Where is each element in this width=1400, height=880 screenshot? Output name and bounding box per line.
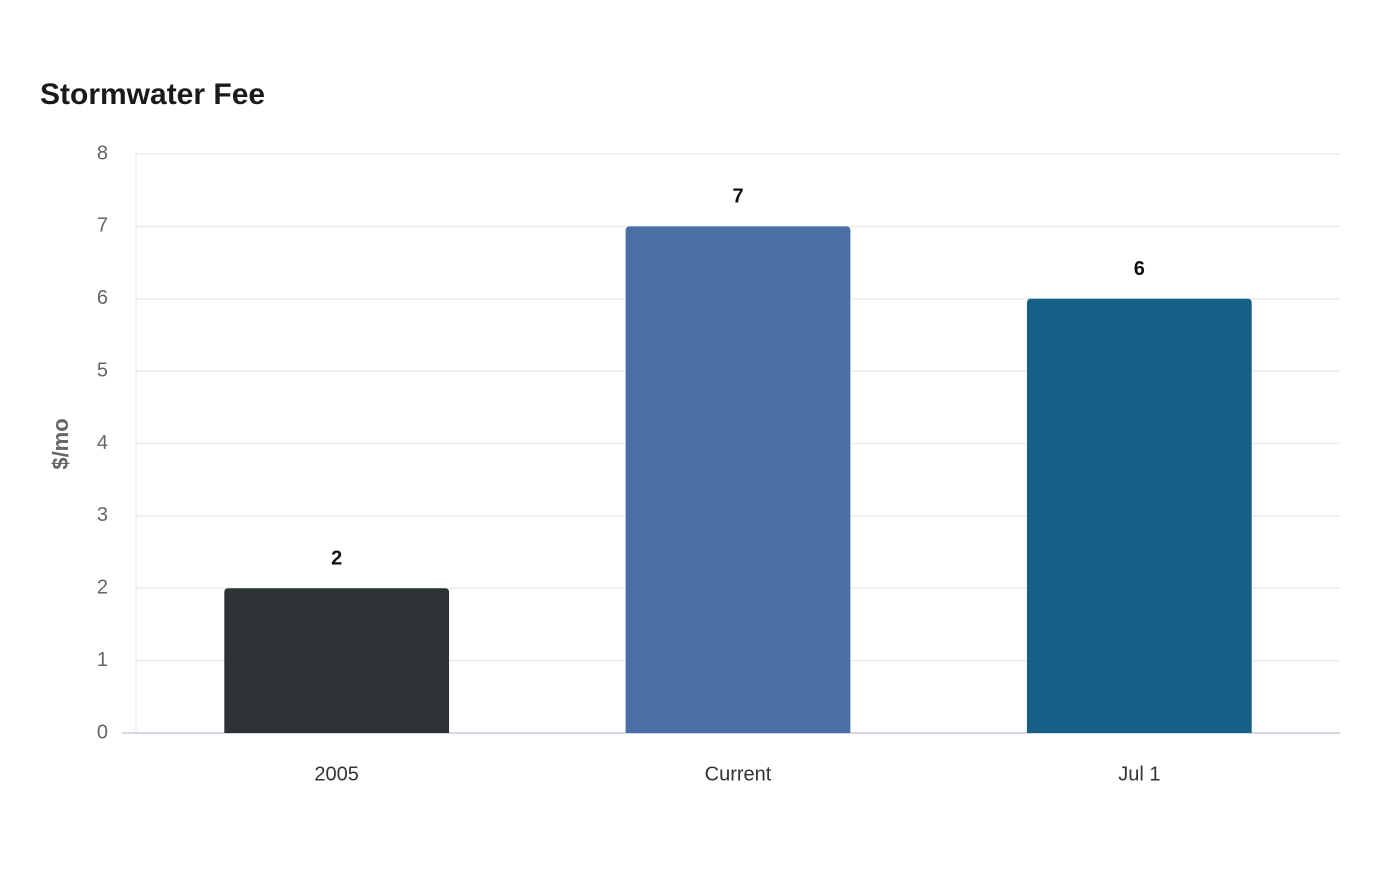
y-axis-label: $/mo bbox=[48, 418, 73, 469]
y-tick-label: 6 bbox=[97, 287, 108, 309]
y-tick-label: 4 bbox=[97, 432, 108, 454]
x-tick-label: 2005 bbox=[314, 763, 359, 785]
x-tick-label: Current bbox=[705, 763, 772, 785]
value-label: 6 bbox=[1134, 258, 1145, 280]
y-tick-label: 7 bbox=[97, 215, 108, 237]
chart-title: Stormwater Fee bbox=[40, 78, 265, 111]
y-tick-label: 3 bbox=[97, 504, 108, 526]
bar bbox=[625, 226, 851, 733]
bar bbox=[224, 588, 450, 733]
y-tick-label: 1 bbox=[97, 649, 108, 671]
bar bbox=[1026, 298, 1252, 733]
y-tick-label: 5 bbox=[97, 359, 108, 381]
value-label: 2 bbox=[331, 548, 342, 570]
y-tick-label: 0 bbox=[97, 721, 108, 743]
y-tick-label: 8 bbox=[97, 142, 108, 164]
y-tick-label: 2 bbox=[97, 577, 108, 599]
x-tick-label: Jul 1 bbox=[1118, 763, 1160, 785]
value-label: 7 bbox=[732, 186, 743, 208]
